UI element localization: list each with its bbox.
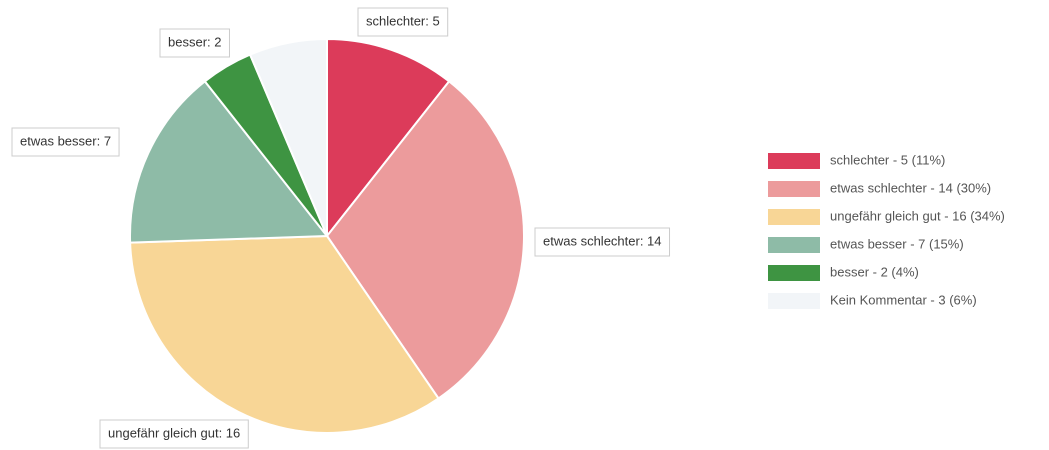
data-label: schlechter: 5 — [366, 13, 440, 28]
data-label: besser: 2 — [168, 34, 221, 49]
legend-label: ungefähr gleich gut - 16 (34%) — [830, 208, 1005, 223]
legend-label: Kein Kommentar - 3 (6%) — [830, 292, 977, 307]
pie-slice — [129, 234, 440, 434]
pie-slice — [248, 37, 328, 237]
legend-swatch — [768, 209, 820, 225]
pie-slice — [129, 79, 330, 244]
data-label-box — [11, 127, 120, 157]
data-label: etwas schlechter: 14 — [543, 233, 662, 248]
data-label: ungefähr gleich gut: 16 — [108, 425, 240, 440]
legend-swatch — [768, 153, 820, 169]
legend-label: etwas besser - 7 (15%) — [830, 236, 964, 251]
data-label-box — [99, 419, 249, 449]
data-label: etwas besser: 7 — [20, 133, 111, 148]
pie-slice — [325, 79, 525, 400]
legend-swatch — [768, 237, 820, 253]
legend-swatch — [768, 293, 820, 309]
pie-slice — [326, 37, 451, 239]
legend-swatch — [768, 265, 820, 281]
data-label-box — [534, 227, 671, 257]
legend-label: etwas schlechter - 14 (30%) — [830, 180, 991, 195]
legend-label: schlechter - 5 (11%) — [830, 152, 945, 167]
data-label-box — [159, 28, 230, 58]
legend-swatch — [768, 181, 820, 197]
legend-label: besser - 2 (4%) — [830, 264, 919, 279]
data-label-box — [357, 7, 449, 37]
